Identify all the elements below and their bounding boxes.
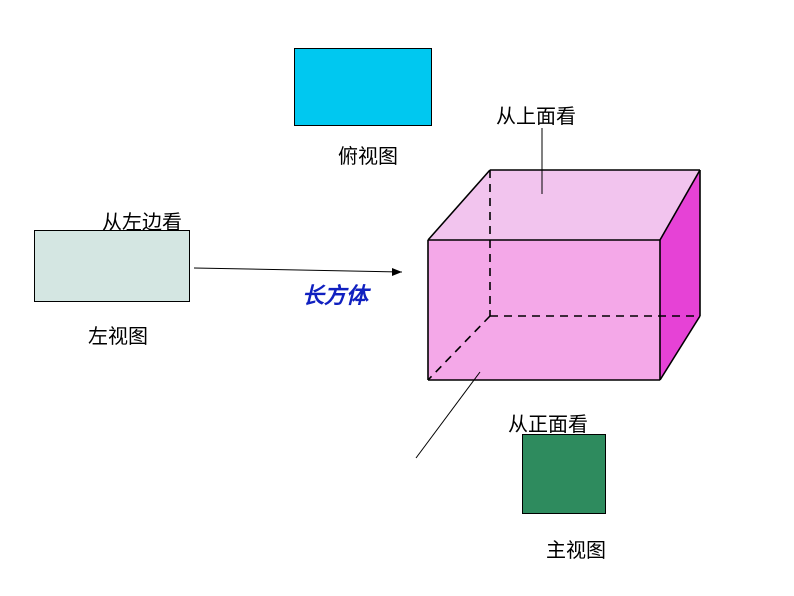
shape-title: 长方体 xyxy=(302,278,368,310)
front-view-rect xyxy=(522,434,606,514)
front-rect-caption: 主视图 xyxy=(546,534,606,563)
left-view-rect xyxy=(34,230,190,302)
left-view-caption: 从左边看 xyxy=(102,206,182,235)
top-view-rect xyxy=(294,48,432,126)
front-view-caption: 从正面看 xyxy=(508,408,588,437)
left-rect-caption: 左视图 xyxy=(88,320,148,349)
top-rect-caption: 俯视图 xyxy=(338,140,398,169)
top-view-caption: 从上面看 xyxy=(496,100,576,129)
